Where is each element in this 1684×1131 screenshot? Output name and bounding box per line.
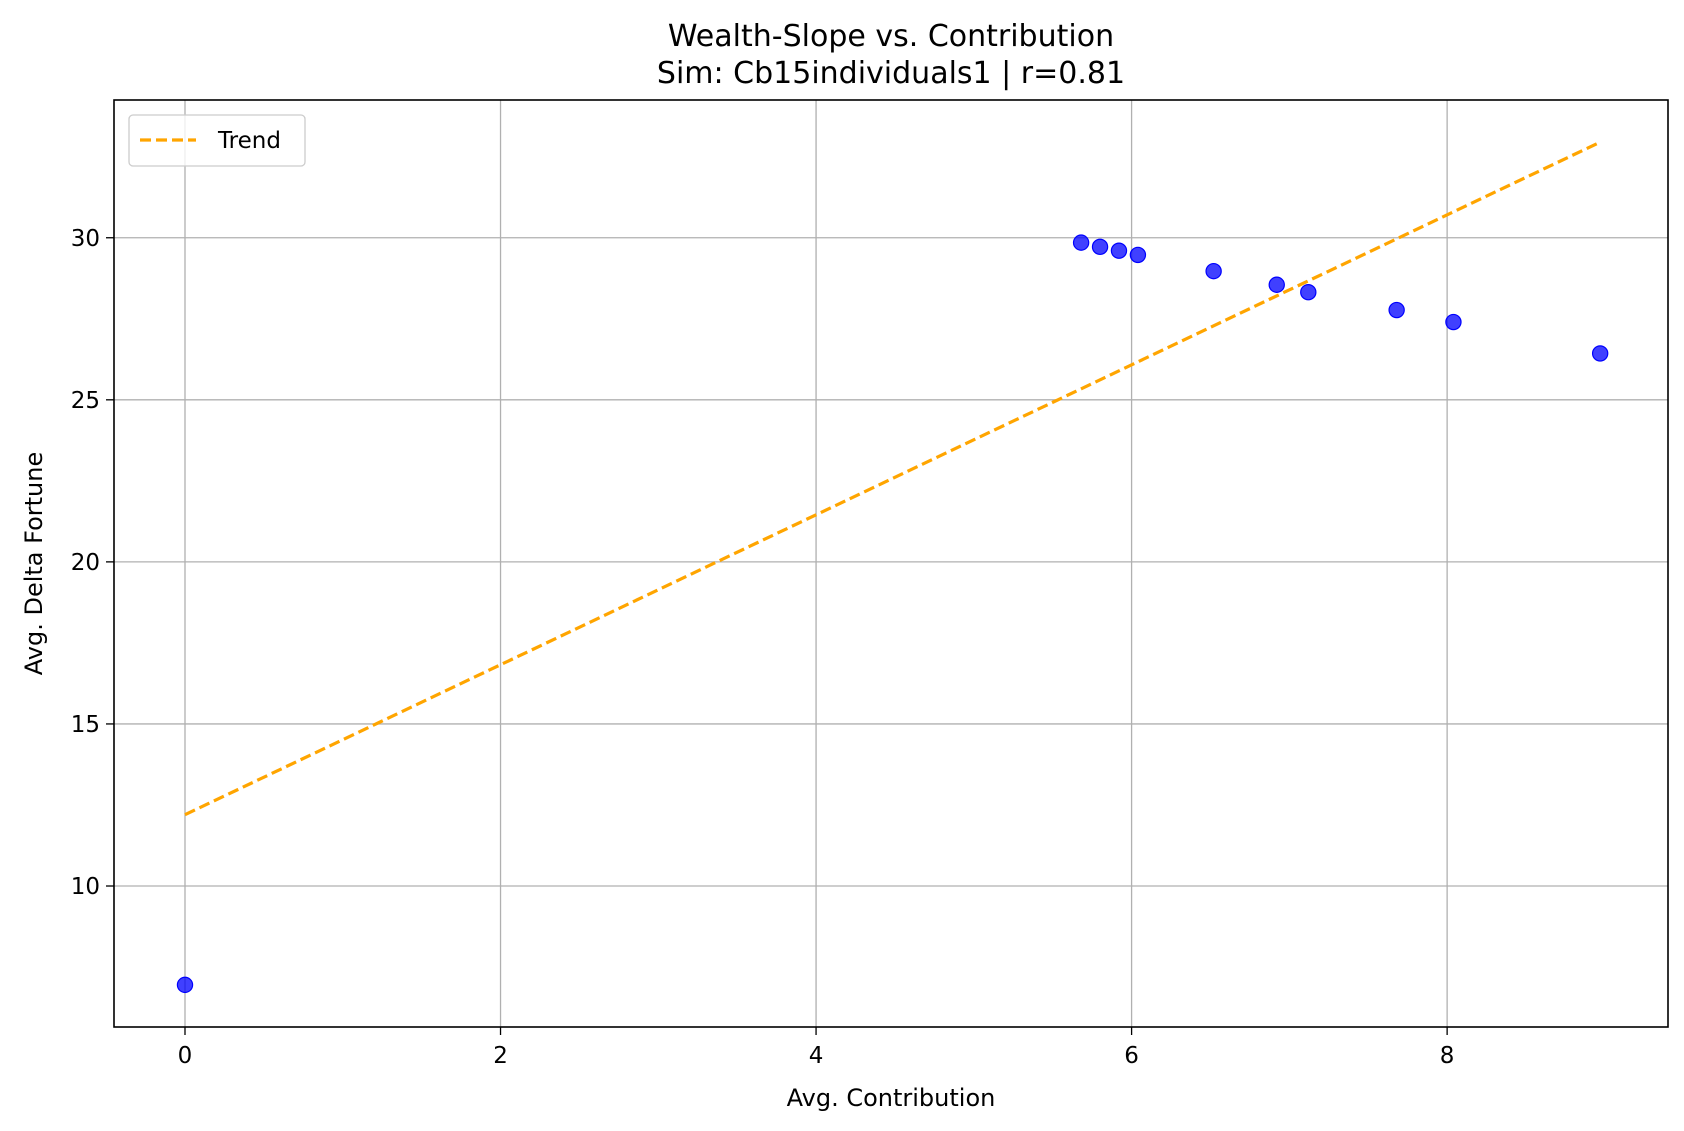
x-axis-label: Avg. Contribution — [787, 1084, 996, 1112]
data-point — [1205, 262, 1222, 280]
data-point — [1445, 313, 1462, 331]
x-tick-label: 4 — [809, 1043, 824, 1069]
data-points — [176, 234, 1609, 994]
data-point — [1129, 246, 1147, 264]
axes: 0 2 4 6 8 10 15 20 25 30 — [71, 99, 1669, 1069]
y-tick-label: 20 — [71, 550, 100, 576]
data-point — [1388, 301, 1405, 319]
data-point — [1268, 276, 1285, 293]
x-tick-label: 6 — [1124, 1043, 1139, 1069]
legend-entry-trend: Trend — [217, 128, 281, 154]
grid-lines — [114, 100, 1668, 1027]
trend-layer — [184, 140, 1601, 817]
chart-subtitle: Sim: Cb15individuals1 | r=0.81 — [657, 56, 1125, 91]
y-tick-label: 25 — [71, 388, 100, 414]
data-point — [176, 976, 194, 994]
data-point — [1110, 242, 1128, 259]
plot-frame — [113, 99, 1669, 1028]
trend-line — [184, 140, 1601, 817]
data-point — [1591, 345, 1609, 362]
data-point — [1091, 238, 1109, 256]
legend-box — [128, 114, 306, 167]
x-tick-label: 8 — [1440, 1043, 1455, 1069]
legend: Trend — [128, 114, 306, 167]
y-axis-label: Avg. Delta Fortune — [20, 452, 48, 675]
chart-title: Wealth-Slope vs. Contribution — [668, 19, 1114, 54]
x-tick-label: 2 — [493, 1043, 508, 1069]
y-tick-label: 15 — [71, 712, 100, 738]
y-tick-label: 30 — [71, 226, 100, 252]
y-tick-label: 10 — [71, 874, 100, 900]
data-point — [1300, 284, 1317, 301]
data-point — [1072, 234, 1090, 251]
x-tick-label: 0 — [178, 1043, 193, 1069]
